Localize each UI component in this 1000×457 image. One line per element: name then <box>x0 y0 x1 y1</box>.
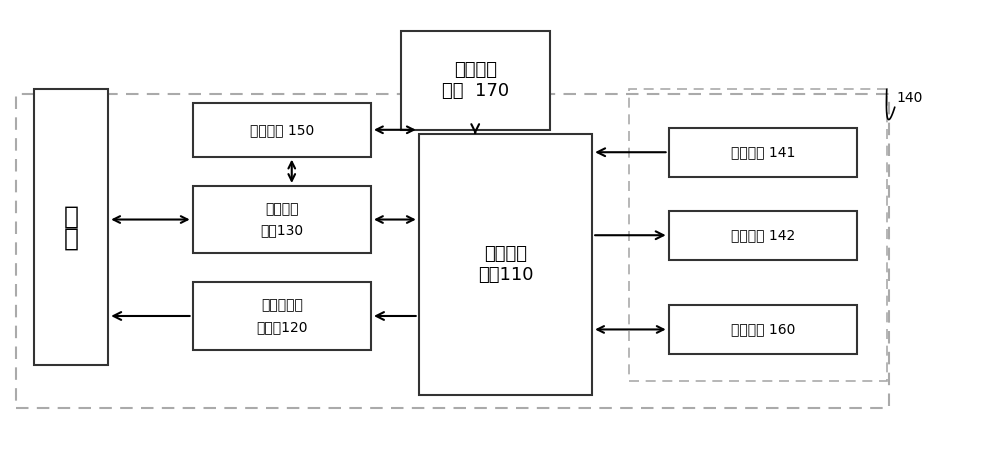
Text: 头: 头 <box>64 226 79 250</box>
Bar <box>669 128 857 177</box>
Text: 动模块120: 动模块120 <box>256 320 308 334</box>
Bar <box>401 31 550 130</box>
Text: 控制处理: 控制处理 <box>484 244 527 263</box>
Bar <box>629 90 887 381</box>
Bar <box>34 90 108 365</box>
Bar <box>16 94 889 408</box>
Text: 键盘模块 141: 键盘模块 141 <box>731 145 795 159</box>
Text: 电源转换: 电源转换 <box>454 61 497 79</box>
Text: 模块  170: 模块 170 <box>442 82 509 100</box>
Bar <box>193 186 371 253</box>
Text: 模块110: 模块110 <box>478 266 533 284</box>
Text: 太赫兹波驱: 太赫兹波驱 <box>261 298 303 312</box>
Bar <box>669 305 857 354</box>
Text: 心电采集: 心电采集 <box>265 202 299 216</box>
Text: 显示模块 142: 显示模块 142 <box>731 228 795 242</box>
Text: 存储模块 150: 存储模块 150 <box>250 123 314 137</box>
Bar <box>193 282 371 350</box>
Bar <box>193 103 371 157</box>
Text: 探: 探 <box>64 205 79 228</box>
Text: 140: 140 <box>897 91 923 106</box>
Bar <box>669 211 857 260</box>
Text: 传输模块 160: 传输模块 160 <box>731 323 795 336</box>
Bar <box>419 134 592 394</box>
Text: 模块130: 模块130 <box>260 223 303 237</box>
